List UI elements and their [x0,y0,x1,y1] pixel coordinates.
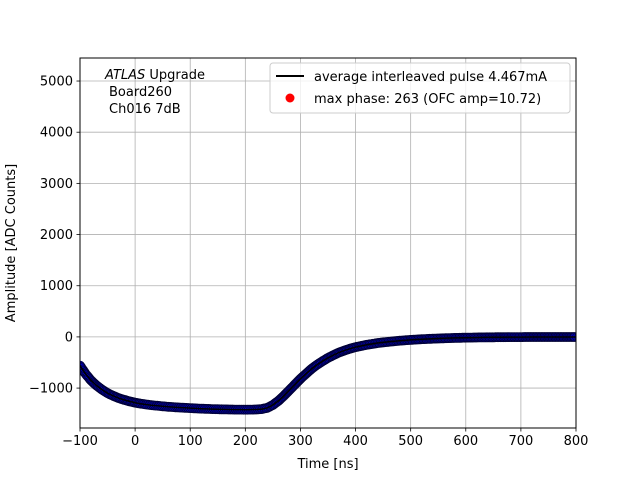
series-group [80,332,576,415]
legend-entry-pulse: average interleaved pulse 4.467mA [314,70,547,85]
y-tick-label: −1000 [29,382,73,397]
annotation-upgrade: Upgrade [145,68,205,83]
plot-area [80,332,576,415]
y-tick-label: 4000 [40,126,73,141]
data-point [80,367,90,378]
axes-frame [79,57,577,429]
legend: average interleaved pulse 4.467mA max ph… [269,62,571,114]
x-tick-label: 500 [398,434,423,449]
y-axis-label: Amplitude [ADC Counts] [4,164,19,322]
annotation-line-1: ATLAS Upgrade [104,68,205,83]
legend-entry-max-phase: max phase: 263 (OFC amp=10.72) [314,92,541,107]
x-tick-label: 700 [508,434,533,449]
data-point [305,364,316,375]
x-tick-label: 0 [131,434,139,449]
annotation: ATLAS Upgrade Board260 Ch016 7dB [104,68,205,117]
y-tick-label: 0 [65,330,73,345]
x-tick-label: 100 [178,434,203,449]
y-tick-label: 3000 [40,177,73,192]
annotation-line-3: Ch016 7dB [109,102,181,117]
annotation-atlas: ATLAS [104,68,145,83]
x-tick-label: 600 [453,434,478,449]
x-tick-label: 300 [288,434,313,449]
y-tick-label: 5000 [40,75,73,90]
annotation-line-2: Board260 [109,85,172,100]
x-tick-label: 200 [233,434,258,449]
data-point [304,365,315,376]
series-line [80,336,576,411]
data-point [270,397,281,408]
data-point [89,378,100,389]
y-tick-label: 1000 [40,279,73,294]
x-tick-label: 400 [343,434,368,449]
data-point [102,388,113,399]
x-axis-label: Time [ns] [296,457,358,472]
data-point [327,350,337,361]
legend-dot-swatch [285,93,295,103]
legend-box [269,62,571,114]
x-tick-label: −100 [62,434,98,449]
x-axis: −100 0 100 200 300 400 500 600 700 800 [62,428,588,449]
x-tick-label: 800 [564,434,589,449]
y-tick-label: 2000 [40,228,73,243]
data-point [90,379,101,390]
y-axis: −1000 0 1000 2000 3000 4000 5000 [29,75,80,397]
